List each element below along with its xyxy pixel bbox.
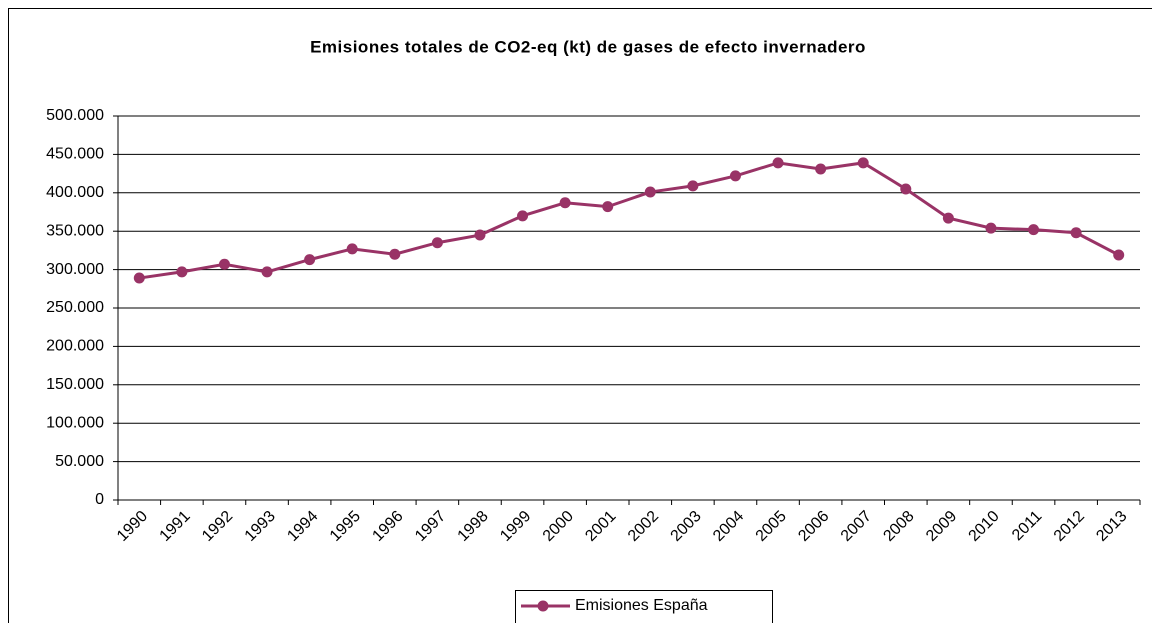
x-tick-label: 2005 — [753, 508, 790, 545]
x-tick-label: 2012 — [1051, 508, 1088, 545]
y-tick-label: 150.000 — [46, 376, 104, 393]
x-tick-label: 2008 — [880, 508, 917, 545]
y-tick-label: 350.000 — [46, 222, 104, 239]
y-tick-label: 250.000 — [46, 299, 104, 316]
point-marker — [304, 254, 316, 266]
x-tick-label: 2004 — [710, 508, 747, 545]
y-tick-label: 500.000 — [46, 107, 104, 124]
point-marker — [772, 157, 784, 169]
point-marker — [942, 212, 954, 224]
point-marker — [218, 258, 230, 270]
x-tick-label: 1992 — [199, 508, 236, 545]
x-tick-label: 2007 — [838, 508, 875, 545]
y-tick-label: 450.000 — [46, 146, 104, 163]
point-marker — [261, 266, 273, 278]
x-tick-label: 1995 — [327, 508, 364, 545]
point-marker — [602, 201, 614, 213]
legend-label: Emisiones España — [575, 597, 708, 614]
point-marker — [644, 186, 656, 198]
point-marker — [1113, 249, 1125, 261]
x-tick-label: 1991 — [156, 508, 193, 545]
x-tick-label: 1999 — [497, 508, 534, 545]
y-tick-label: 50.000 — [55, 453, 104, 470]
point-marker — [729, 170, 741, 182]
x-tick-label: 2006 — [795, 508, 832, 545]
point-marker — [1028, 224, 1040, 236]
x-tick-label: 2011 — [1009, 508, 1045, 544]
x-tick-label: 2003 — [667, 508, 704, 545]
x-tick-label: 2000 — [540, 508, 577, 545]
x-tick-label: 2001 — [582, 508, 619, 545]
point-marker — [559, 197, 571, 209]
point-marker — [985, 222, 997, 234]
point-marker — [389, 248, 401, 260]
x-tick-label: 1993 — [242, 508, 279, 545]
chart-title: Emisiones totales de CO2-eq (kt) de gase… — [310, 37, 866, 56]
x-tick-label: 2010 — [966, 508, 1003, 545]
series-line — [139, 161, 1120, 280]
point-marker — [687, 180, 699, 192]
point-marker — [474, 229, 486, 241]
chart-border — [8, 8, 1152, 623]
point-marker — [815, 163, 827, 175]
x-tick-label: 1998 — [455, 508, 492, 545]
point-marker — [857, 157, 869, 169]
point-marker — [517, 210, 529, 222]
point-marker — [900, 183, 912, 195]
point-marker — [1070, 227, 1082, 239]
x-tick-label: 1997 — [412, 508, 449, 545]
point-marker — [133, 272, 145, 284]
x-tick-label: 2002 — [625, 508, 662, 545]
x-tick-label: 1990 — [114, 508, 151, 545]
point-marker — [431, 237, 443, 249]
x-tick-label: 2009 — [923, 508, 960, 545]
y-tick-label: 100.000 — [46, 414, 104, 431]
x-tick-label: 2013 — [1093, 508, 1130, 545]
point-marker — [346, 243, 358, 255]
point-marker — [176, 266, 188, 278]
y-tick-label: 300.000 — [46, 261, 104, 278]
legend-marker — [537, 600, 549, 612]
y-tick-label: 400.000 — [46, 184, 104, 201]
y-tick-label: 0 — [95, 491, 104, 508]
x-tick-label: 1994 — [284, 508, 321, 545]
y-tick-label: 200.000 — [46, 338, 104, 355]
x-tick-label: 1996 — [369, 508, 406, 545]
